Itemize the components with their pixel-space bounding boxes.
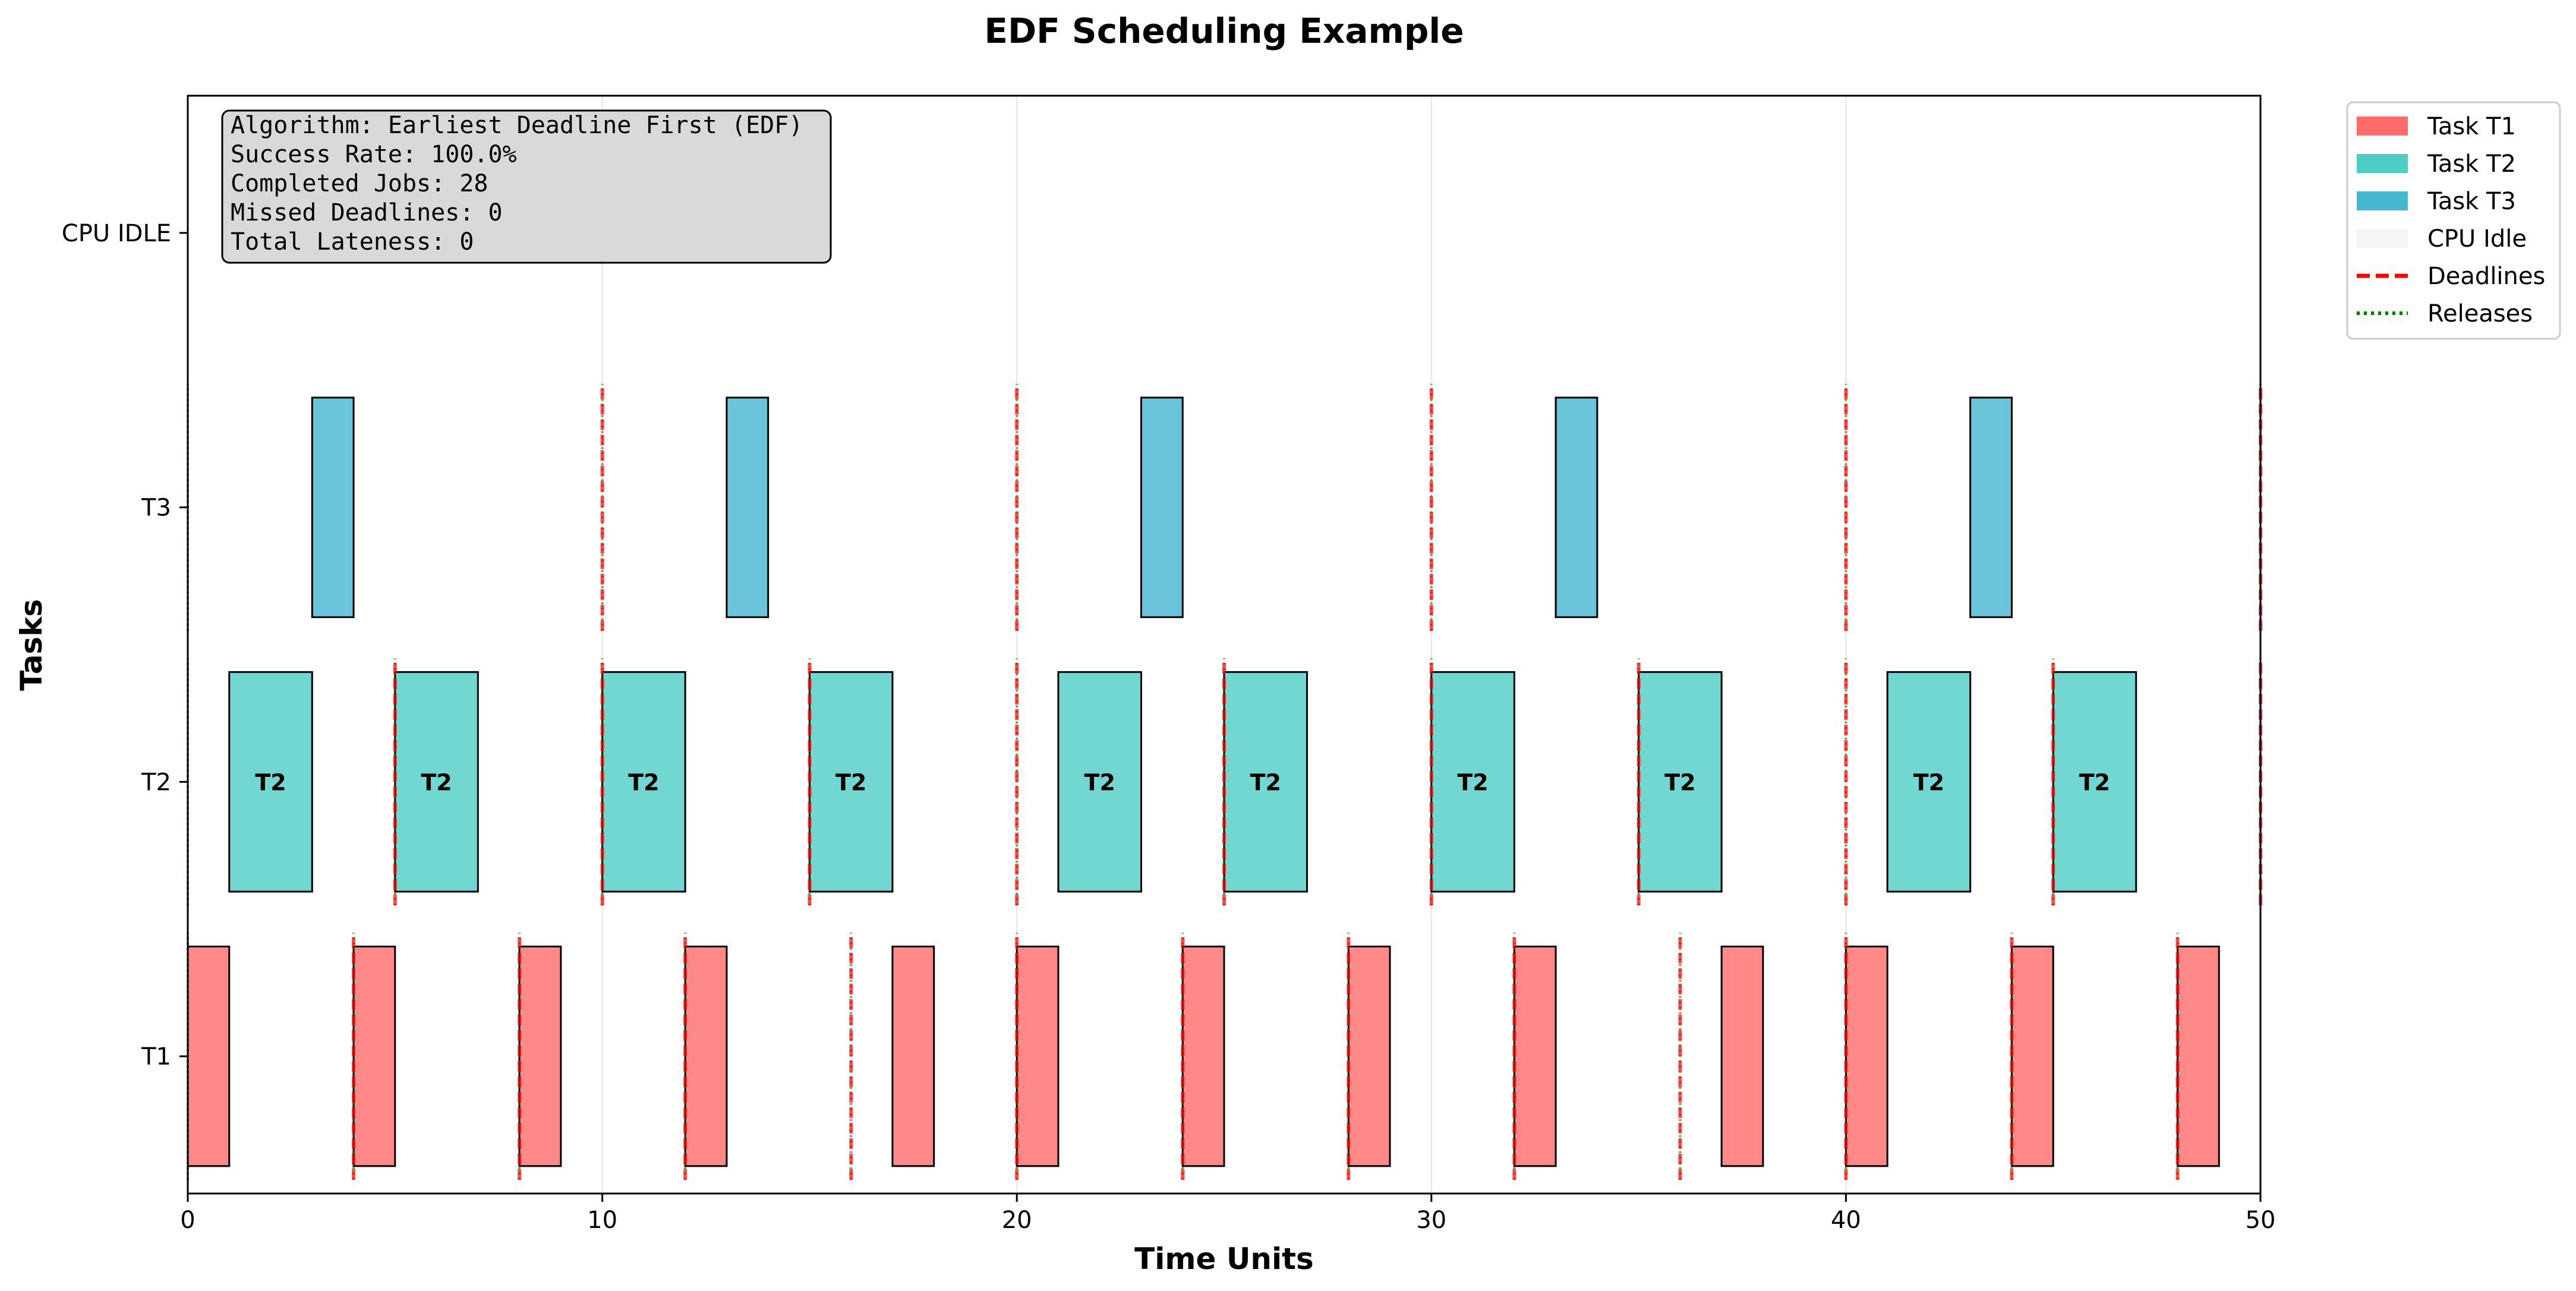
task-bar-t3 bbox=[726, 396, 770, 618]
plot-frame bbox=[187, 95, 2262, 1195]
x-tick-label: 10 bbox=[587, 1207, 617, 1234]
task-bar-t3 bbox=[1969, 396, 2013, 618]
legend-label-releases: Releases bbox=[2427, 300, 2533, 328]
task-bar-t1 bbox=[1181, 945, 1225, 1167]
task-bar-t1 bbox=[1513, 945, 1557, 1167]
bar-label-t2: T2 bbox=[1084, 769, 1115, 795]
task-bar-t2 bbox=[394, 671, 479, 893]
x-axis-label: Time Units bbox=[1134, 1242, 1314, 1276]
task-bar-t1 bbox=[2010, 945, 2054, 1167]
bar-label-t2: T2 bbox=[421, 769, 452, 795]
legend-label-t3: Task T3 bbox=[2427, 188, 2516, 215]
task-bar-t1 bbox=[2176, 945, 2220, 1167]
x-tick-label: 50 bbox=[2246, 1207, 2276, 1234]
task-bar-t2 bbox=[1638, 671, 1723, 893]
task-bar-t2 bbox=[1430, 671, 1515, 893]
task-bar-t2 bbox=[808, 671, 894, 893]
deadline-release-markers bbox=[187, 383, 2262, 1180]
bar-label-t2: T2 bbox=[628, 769, 659, 795]
x-tick-label: 0 bbox=[180, 1207, 195, 1234]
legend-label-idle: CPU Idle bbox=[2427, 225, 2527, 253]
task-bar-t1 bbox=[1016, 945, 1060, 1167]
bar-label-t2: T2 bbox=[255, 769, 286, 795]
task-bar-t1 bbox=[1844, 945, 1888, 1167]
task-bar-t2 bbox=[1223, 671, 1309, 893]
x-tick-label: 20 bbox=[1002, 1207, 1032, 1234]
chart-title: EDF Scheduling Example bbox=[984, 11, 1464, 51]
y-tick-label: CPU IDLE bbox=[62, 220, 171, 247]
info-line-missed-deadlines: Missed Deadlines: 0 bbox=[231, 199, 503, 226]
bar-label-t2: T2 bbox=[1457, 769, 1488, 795]
task-bar-t1 bbox=[1720, 945, 1764, 1167]
task-bar-t2 bbox=[228, 671, 313, 893]
bar-label-t2: T2 bbox=[835, 769, 866, 795]
legend-swatch-idle bbox=[2357, 229, 2408, 248]
bar-label-t2: T2 bbox=[1913, 769, 1944, 795]
legend-label-t2: Task T2 bbox=[2427, 150, 2516, 178]
task-bar-t1 bbox=[891, 945, 935, 1167]
task-bar-t3 bbox=[1140, 396, 1184, 618]
legend-swatch-t3 bbox=[2357, 191, 2408, 210]
task-bar-t2 bbox=[1057, 671, 1142, 893]
task-bars bbox=[187, 396, 2220, 1167]
x-tick-label: 30 bbox=[1416, 1207, 1446, 1234]
y-tick-label: T2 bbox=[141, 769, 171, 796]
y-axis-label: Tasks bbox=[14, 599, 49, 691]
task-bar-t3 bbox=[1555, 396, 1598, 618]
info-line-completed-jobs: Completed Jobs: 28 bbox=[231, 170, 488, 197]
bar-labels: T2 T2 T2 T2 T2 T2 T2 T2 T2 T2 bbox=[255, 769, 2110, 795]
axis-ticks: 0 10 20 30 40 50 T1 T2 T3 CPU IDLE bbox=[62, 220, 2276, 1234]
task-bar-t2 bbox=[601, 671, 686, 893]
x-tick-label: 40 bbox=[1831, 1207, 1861, 1234]
info-box-background bbox=[221, 109, 832, 264]
task-bar-t2 bbox=[1886, 671, 1972, 893]
bar-label-t2: T2 bbox=[1664, 769, 1695, 795]
legend-swatch-t2 bbox=[2357, 154, 2408, 173]
info-line-algorithm: Algorithm: Earliest Deadline First (EDF) bbox=[231, 112, 803, 139]
info-line-success-rate: Success Rate: 100.0% bbox=[231, 141, 517, 168]
algorithm-info-box: Algorithm: Earliest Deadline First (EDF)… bbox=[221, 109, 832, 264]
bar-label-t2: T2 bbox=[2079, 769, 2110, 795]
task-bar-t1 bbox=[1347, 945, 1391, 1167]
task-bar-t1 bbox=[352, 945, 396, 1167]
task-bar-t1 bbox=[518, 945, 562, 1167]
y-tick-label: T1 bbox=[141, 1043, 171, 1070]
task-bar-t3 bbox=[311, 396, 355, 618]
y-tick-label: T3 bbox=[141, 495, 171, 522]
legend-label-t1: Task T1 bbox=[2427, 113, 2516, 140]
legend: Task T1 Task T2 Task T3 CPU Idle Deadlin… bbox=[2346, 101, 2561, 340]
legend-swatch-t1 bbox=[2357, 116, 2408, 136]
info-line-total-lateness: Total Lateness: 0 bbox=[231, 228, 474, 256]
task-bar-t1 bbox=[684, 945, 728, 1167]
legend-label-deadlines: Deadlines bbox=[2427, 263, 2545, 290]
task-bar-t1 bbox=[187, 945, 231, 1167]
bar-label-t2: T2 bbox=[1250, 769, 1281, 795]
